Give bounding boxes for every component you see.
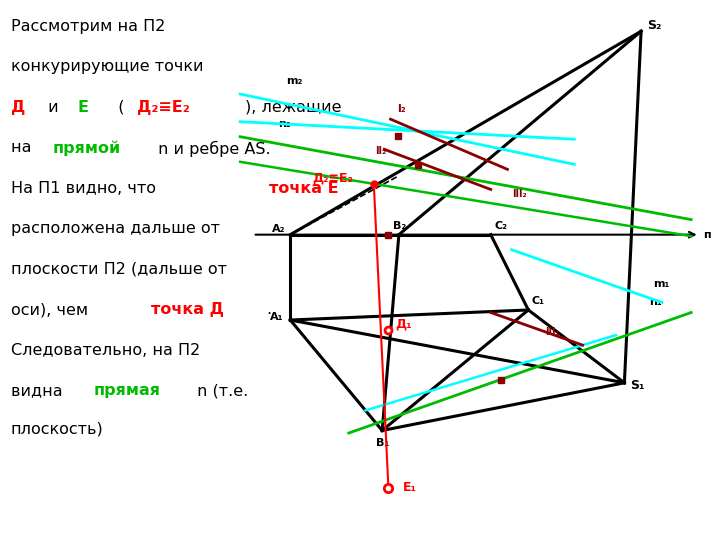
Text: Д₂≡Е₂: Д₂≡Е₂	[312, 172, 354, 185]
Text: конкурирующие точки: конкурирующие точки	[11, 59, 203, 75]
Text: II₂: II₂	[374, 146, 386, 156]
Text: n (т.е.: n (т.е.	[192, 383, 248, 399]
Text: Рассмотрим на П2: Рассмотрим на П2	[11, 19, 165, 34]
Text: (: (	[108, 100, 125, 115]
Text: Следовательно, на П2: Следовательно, на П2	[11, 343, 200, 358]
Text: m₂: m₂	[286, 76, 302, 86]
Text: Д: Д	[11, 100, 25, 115]
Text: III₂: III₂	[512, 189, 526, 199]
Text: III₁: III₁	[545, 327, 559, 337]
Text: S₂: S₂	[647, 18, 661, 31]
Text: плоскость): плоскость)	[11, 421, 104, 436]
Text: C₂: C₂	[495, 221, 508, 231]
Text: прямой: прямой	[53, 140, 121, 156]
Text: Е₁: Е₁	[403, 481, 417, 494]
Text: точка Е: точка Е	[269, 181, 338, 196]
Text: .: .	[266, 302, 271, 318]
Text: Д₁: Д₁	[396, 318, 413, 330]
Text: A₁: A₁	[270, 312, 284, 322]
Text: B₁: B₁	[377, 437, 390, 448]
Text: Д₂≡Е₂: Д₂≡Е₂	[137, 100, 189, 115]
Text: плоскости П2 (дальше от: плоскости П2 (дальше от	[11, 262, 227, 277]
Text: Е: Е	[78, 100, 89, 115]
Text: на: на	[11, 140, 37, 156]
Text: n₂: n₂	[278, 119, 291, 129]
Text: m₁: m₁	[654, 279, 670, 289]
Text: S₁: S₁	[630, 379, 644, 392]
Text: видна: видна	[11, 383, 68, 399]
Text: и: и	[43, 100, 64, 115]
Text: l₂: l₂	[397, 104, 405, 113]
Text: На П1 видно, что: На П1 видно, что	[11, 181, 161, 196]
Text: расположена дальше от: расположена дальше от	[11, 221, 220, 237]
Text: A₂: A₂	[272, 224, 286, 234]
Text: n и ребре AS.: n и ребре AS.	[153, 140, 270, 157]
Text: точка Д: точка Д	[151, 302, 224, 318]
Text: ), лежащие: ), лежащие	[245, 100, 341, 115]
Text: оси), чем: оси), чем	[11, 302, 93, 318]
Text: B₂: B₂	[393, 221, 406, 231]
Text: n₁: n₁	[649, 297, 662, 307]
Text: C₁: C₁	[532, 295, 545, 306]
Text: п: п	[703, 230, 711, 240]
Text: прямая: прямая	[94, 383, 161, 399]
